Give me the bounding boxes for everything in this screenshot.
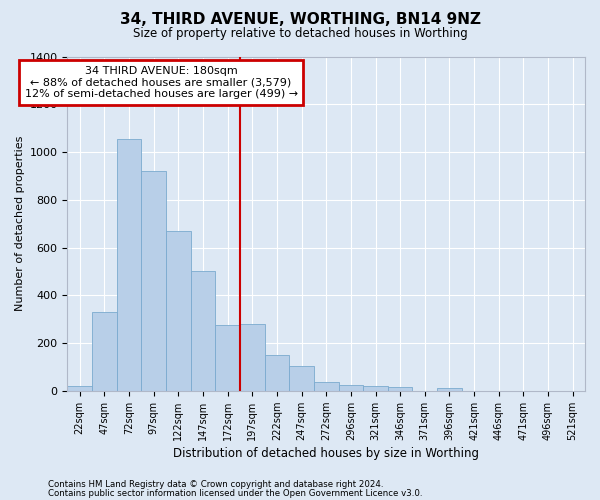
Text: 34 THIRD AVENUE: 180sqm
← 88% of detached houses are smaller (3,579)
12% of semi: 34 THIRD AVENUE: 180sqm ← 88% of detache… (25, 66, 298, 100)
Bar (191, 272, 215, 391)
Bar (117, 139, 142, 391)
Text: 34, THIRD AVENUE, WORTHING, BN14 9NZ: 34, THIRD AVENUE, WORTHING, BN14 9NZ (119, 12, 481, 28)
X-axis label: Distribution of detached houses by size in Worthing: Distribution of detached houses by size … (173, 447, 479, 460)
Bar (388, 388, 412, 391)
Bar (265, 355, 289, 391)
Bar (67, 386, 92, 391)
Text: Contains HM Land Registry data © Crown copyright and database right 2024.: Contains HM Land Registry data © Crown c… (48, 480, 383, 489)
Bar (437, 388, 462, 391)
Bar (142, 171, 166, 391)
Text: Size of property relative to detached houses in Worthing: Size of property relative to detached ho… (133, 28, 467, 40)
Bar (363, 386, 388, 391)
Bar (92, 312, 117, 391)
Bar (240, 324, 265, 391)
Bar (166, 231, 191, 391)
Bar (338, 385, 363, 391)
Bar (289, 366, 314, 391)
Y-axis label: Number of detached properties: Number of detached properties (16, 136, 25, 312)
Bar (314, 382, 338, 391)
Text: Contains public sector information licensed under the Open Government Licence v3: Contains public sector information licen… (48, 489, 422, 498)
Bar (215, 325, 240, 391)
